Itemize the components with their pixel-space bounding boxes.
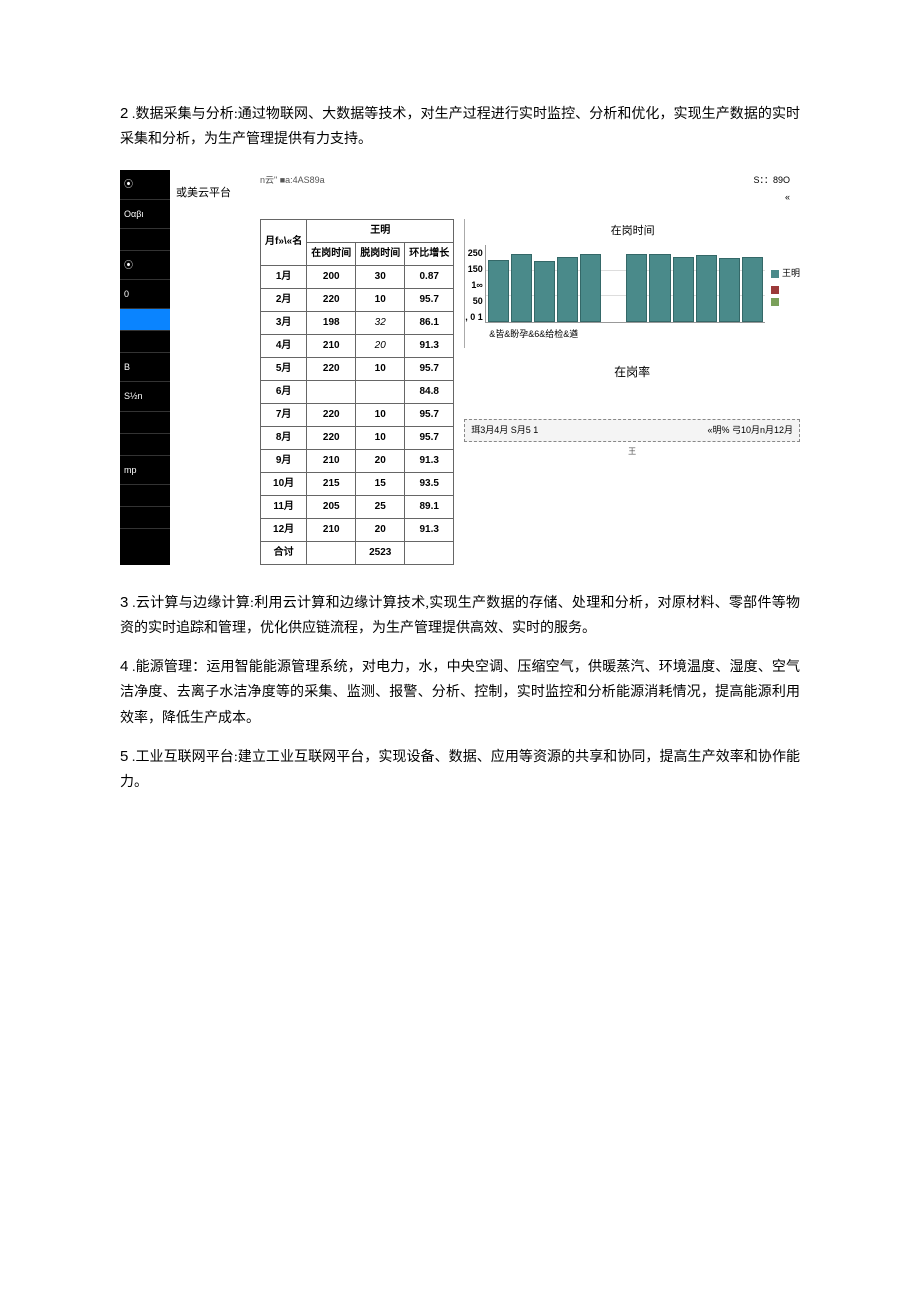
table-body: 1月200300.872月2201095.73月1983286.14月21020… xyxy=(261,265,454,541)
sidebar-spacer xyxy=(120,412,170,434)
table-row: 1月200300.87 xyxy=(261,265,454,288)
sidebar-nav: ⦿ Oαβι ⦿ 0 B S½n mp xyxy=(120,170,170,564)
bar xyxy=(719,258,740,321)
sidebar-item[interactable]: B xyxy=(120,353,170,382)
para-text: .云计算与边缘计算:利用云计算和边缘计算技术,实现生产数据的存储、处理和分析，对… xyxy=(120,596,800,636)
para-text: .数据采集与分析:通过物联网、大数据等技术，对生产过程进行实时监控、分析和优化，… xyxy=(120,107,800,147)
table-row: 8月2201095.7 xyxy=(261,426,454,449)
sidebar-item[interactable]: Oαβι xyxy=(120,200,170,229)
y-axis: 250 150 1∞ 50 , 0 1 xyxy=(465,245,485,323)
sidebar-spacer xyxy=(120,434,170,456)
paragraph-2: 2 .数据采集与分析:通过物联网、大数据等技术，对生产过程进行实时监控、分析和优… xyxy=(120,100,800,152)
table-row: 5月2201095.7 xyxy=(261,357,454,380)
bar xyxy=(742,257,763,322)
legend-item: 王明 xyxy=(771,265,800,281)
dashed-right: «明% 弓10月n月12月 xyxy=(707,422,793,438)
bar-chart-title: 在岗时间 xyxy=(465,219,800,245)
sidebar-spacer xyxy=(120,331,170,353)
sidebar-item[interactable]: S½n xyxy=(120,382,170,411)
table-row: 2月2201095.7 xyxy=(261,288,454,311)
col-offduty: 脱岗时间 xyxy=(356,242,405,265)
bar-chart: 250 150 1∞ 50 , 0 1 王明 xyxy=(465,245,800,323)
sidebar-item-active[interactable] xyxy=(120,309,170,331)
col-onduty: 在岗时间 xyxy=(307,242,356,265)
bar xyxy=(626,254,647,322)
col-growth: 环比增长 xyxy=(405,242,454,265)
rate-title: 在岗率 xyxy=(464,358,800,414)
table-row: 6月84.8 xyxy=(261,380,454,403)
table-row: 7月2201095.7 xyxy=(261,403,454,426)
table-total-row: 合讨 2523 xyxy=(261,541,454,564)
table-row: 3月1983286.1 xyxy=(261,311,454,334)
attendance-table: 月f»\«名 王明 在岗时间 脱岗时间 环比增长 1月200300.872月22… xyxy=(260,219,454,565)
x-axis-caption: &皆&盼孕&6&给检&遒 xyxy=(465,323,800,348)
topline-left: n云" ■a:4AS89a xyxy=(260,172,325,204)
dashed-left: 珥3月4月 S月5 1 xyxy=(471,422,538,438)
paragraph-5: 5 .工业互联网平台:建立工业互联网平台，实现设备、数据、应用等资源的共享和协同… xyxy=(120,743,800,795)
col-month: 月f»\«名 xyxy=(261,219,307,265)
main-panel: n云" ■a:4AS89a S：：89O « 月f»\«名 王明 在岗时间 脱岗… xyxy=(260,170,800,564)
chart-legend: 王明 xyxy=(765,245,800,323)
rate-foot: 王 xyxy=(464,442,800,459)
total-value: 2523 xyxy=(356,541,405,564)
top-info-bar: n云" ■a:4AS89a S：：89O « xyxy=(260,170,800,218)
sidebar-item[interactable]: 0 xyxy=(120,280,170,309)
sidebar-item[interactable]: ⦿ xyxy=(120,251,170,280)
person-header: 王明 xyxy=(307,219,454,242)
table-row: 4月2102091.3 xyxy=(261,334,454,357)
bars-container xyxy=(485,245,765,323)
sidebar-item[interactable]: ⦿ xyxy=(120,170,170,199)
bar xyxy=(673,257,694,322)
table-row: 11月2052589.1 xyxy=(261,495,454,518)
legend-item xyxy=(771,286,800,294)
table-row: 12月2102091.3 xyxy=(261,518,454,541)
bar xyxy=(511,254,532,322)
bar xyxy=(488,260,509,322)
legend-item xyxy=(771,298,800,306)
bar xyxy=(534,261,555,322)
topline-right: S：：89O « xyxy=(753,172,790,204)
bar-chart-box: 在岗时间 250 150 1∞ 50 , 0 1 王明 xyxy=(464,219,800,348)
sidebar-spacer xyxy=(120,229,170,251)
para-text: .工业互联网平台:建立工业互联网平台，实现设备、数据、应用等资源的共享和协同，提… xyxy=(120,750,800,790)
sidebar-spacer xyxy=(120,485,170,507)
sidebar-item[interactable]: mp xyxy=(120,456,170,485)
bar xyxy=(557,257,578,322)
rate-dashed-row: 珥3月4月 S月5 1 «明% 弓10月n月12月 xyxy=(464,419,800,441)
table-row: 9月2102091.3 xyxy=(261,449,454,472)
bar xyxy=(649,254,670,322)
table-row: 10月2151593.5 xyxy=(261,472,454,495)
platform-label: 或美云平台 xyxy=(170,170,260,564)
para-text: .能源管理：运用智能能源管理系统，对电力，水，中央空调、压缩空气，供暖蒸汽、环境… xyxy=(120,660,800,725)
paragraph-4: 4 .能源管理：运用智能能源管理系统，对电力，水，中央空调、压缩空气，供暖蒸汽、… xyxy=(120,653,800,731)
charts-panel: 在岗时间 250 150 1∞ 50 , 0 1 王明 xyxy=(460,219,800,565)
bar xyxy=(696,255,717,321)
total-label: 合讨 xyxy=(261,541,307,564)
rate-chart-box: 在岗率 珥3月4月 S月5 1 «明% 弓10月n月12月 王 xyxy=(464,358,800,459)
content-row: 月f»\«名 王明 在岗时间 脱岗时间 环比增长 1月200300.872月22… xyxy=(260,219,800,565)
bar xyxy=(580,254,601,322)
paragraph-3: 3 .云计算与边缘计算:利用云计算和边缘计算技术,实现生产数据的存储、处理和分析… xyxy=(120,589,800,641)
sidebar-spacer xyxy=(120,507,170,529)
dashboard-screenshot: ⦿ Oαβι ⦿ 0 B S½n mp 或美云平台 n云" ■a:4AS89a … xyxy=(120,170,800,564)
